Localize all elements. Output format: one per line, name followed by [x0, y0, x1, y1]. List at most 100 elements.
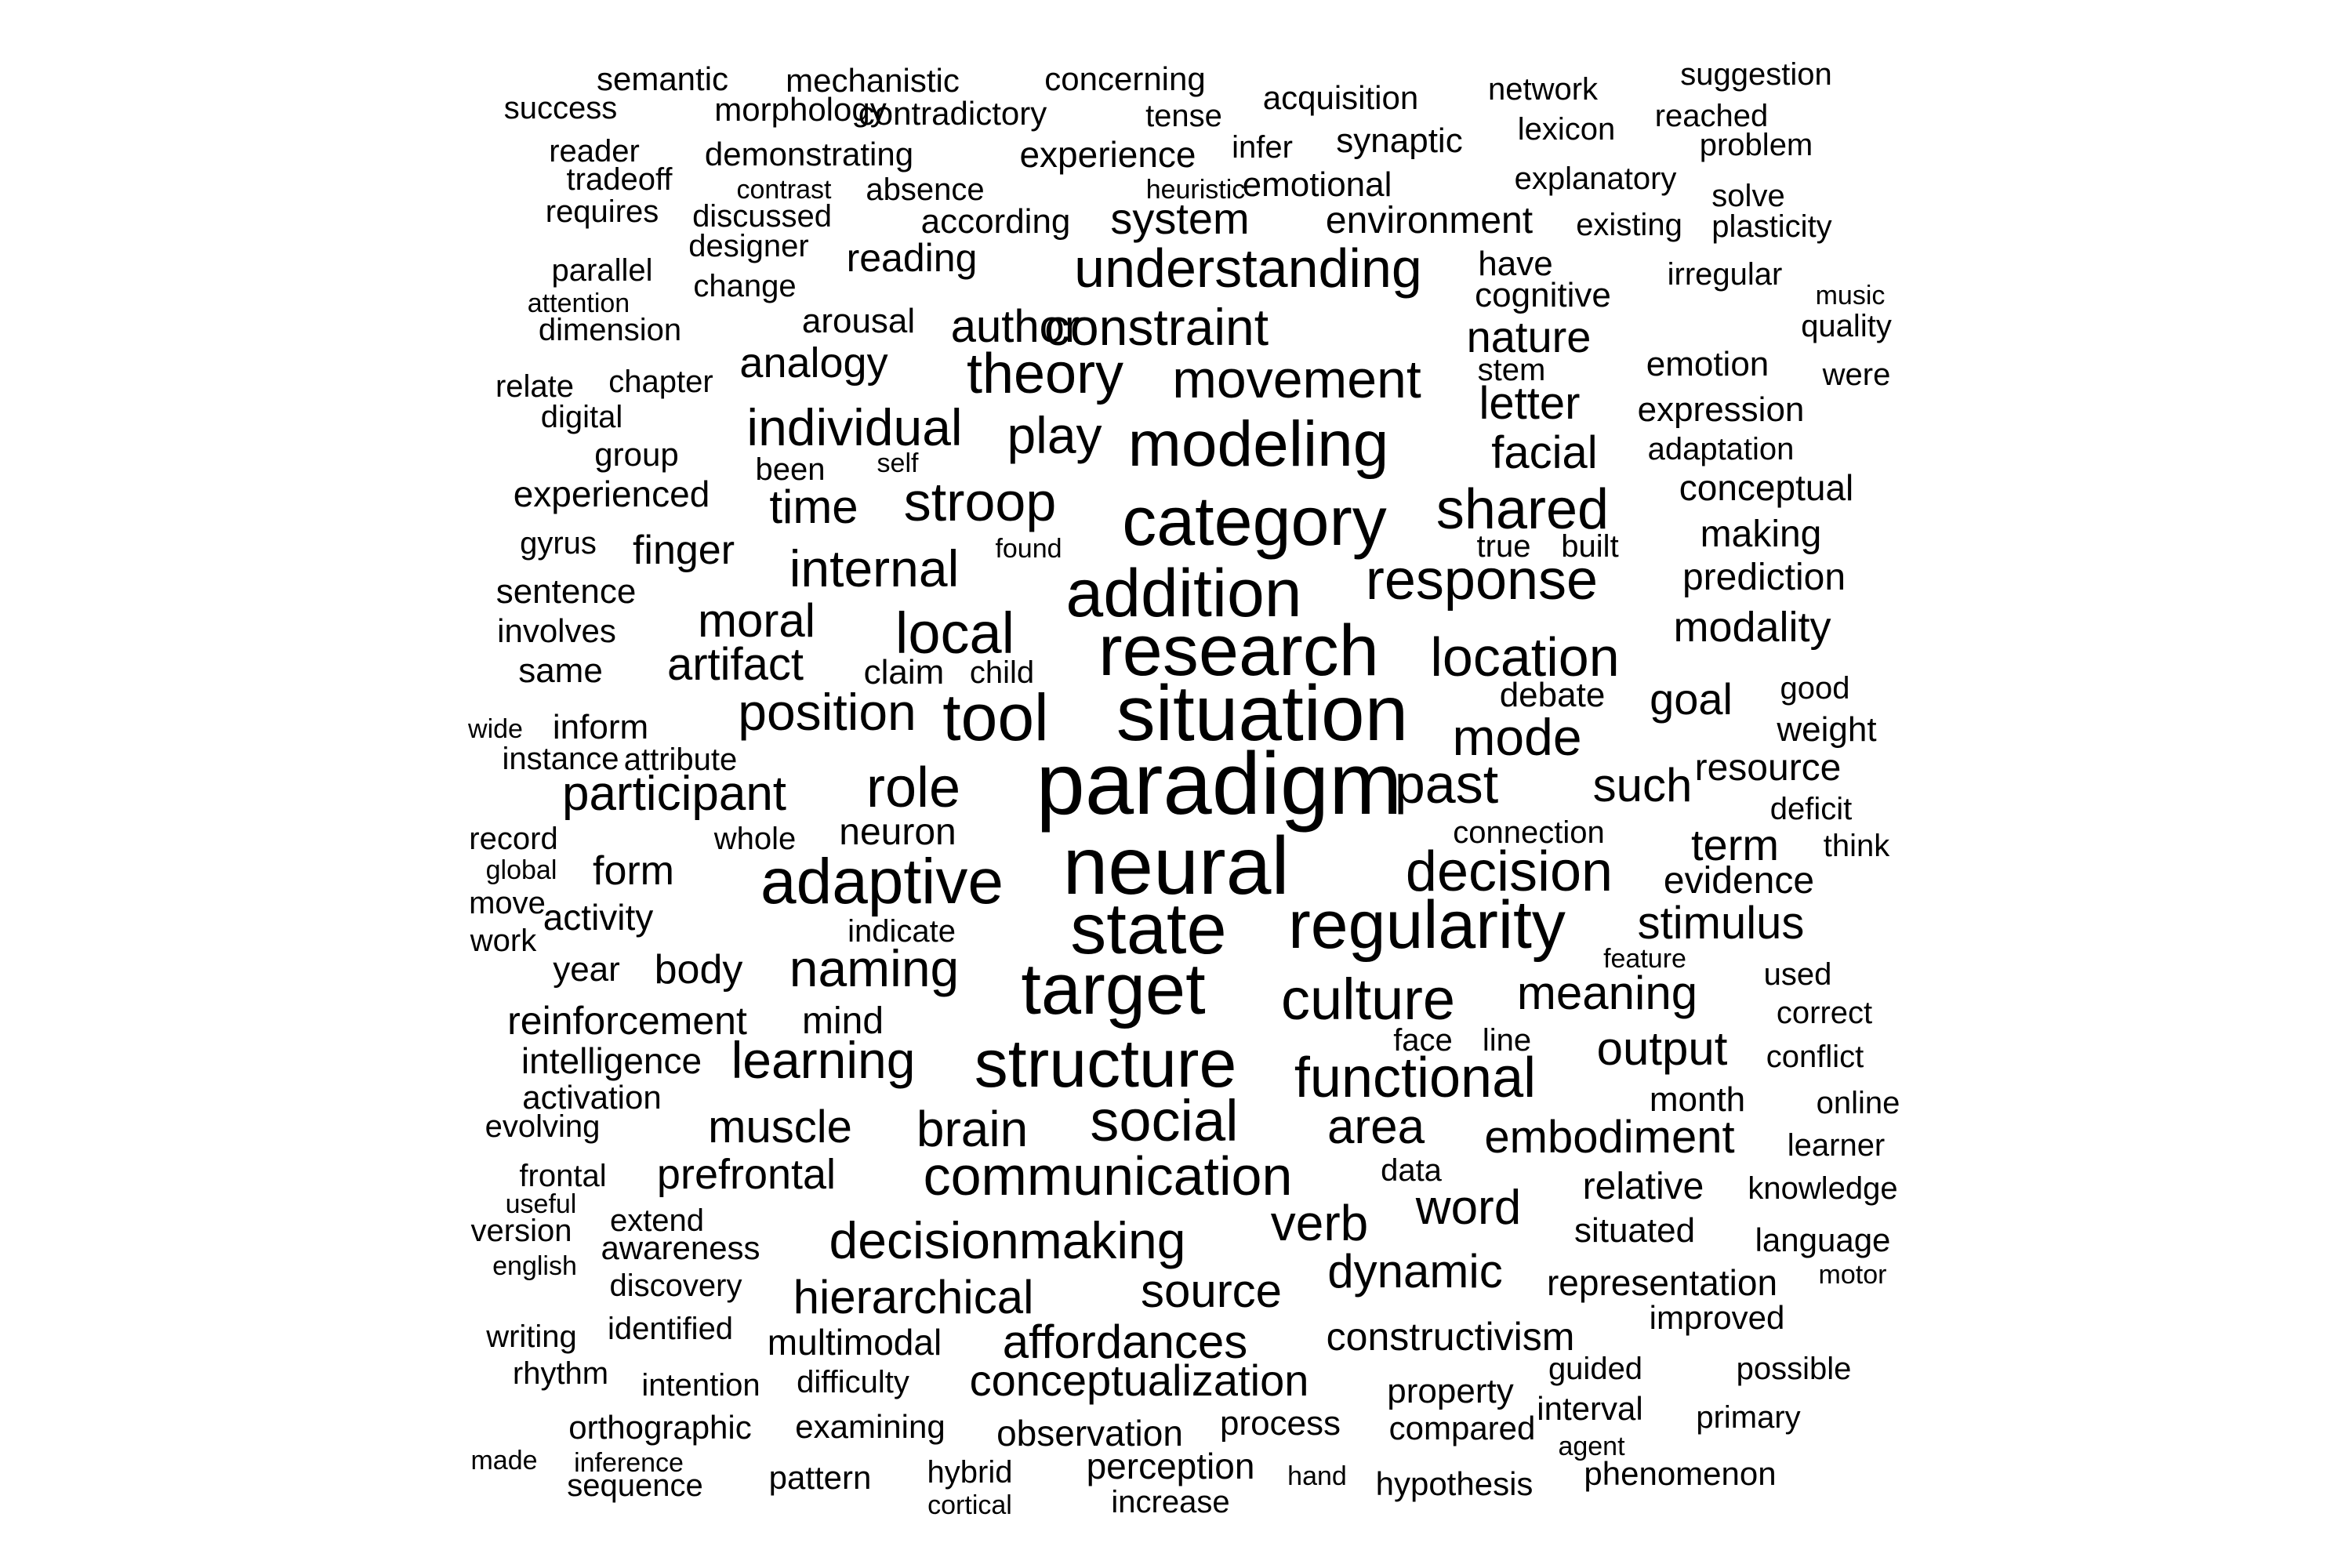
cloud-word-inference: inference [574, 1448, 684, 1478]
cloud-word-mode: mode [1452, 708, 1582, 766]
cloud-word-source: source [1140, 1265, 1283, 1317]
cloud-word-plasticity: plasticity [1711, 209, 1832, 244]
cloud-word-contrast: contrast [736, 175, 832, 205]
cloud-word-writing: writing [486, 1319, 577, 1354]
cloud-word-existing: existing [1576, 208, 1682, 242]
cloud-word-inform: inform [552, 708, 649, 746]
cloud-word-location: location [1430, 626, 1620, 688]
cloud-word-dimension: dimension [538, 313, 682, 347]
cloud-word-play: play [1007, 406, 1102, 464]
cloud-word-synaptic: synaptic [1336, 122, 1463, 160]
cloud-word-addition: addition [1065, 556, 1302, 631]
cloud-word-participant: participant [561, 767, 787, 821]
cloud-word-multimodal: multimodal [767, 1322, 942, 1363]
cloud-word-social: social [1090, 1088, 1239, 1153]
cloud-word-language: language [1755, 1221, 1891, 1258]
cloud-word-think: think [1823, 829, 1890, 863]
cloud-word-finger: finger [632, 528, 735, 573]
cloud-word-orthographic: orthographic [568, 1409, 752, 1446]
cloud-word-observation: observation [996, 1413, 1183, 1454]
cloud-word-made: made [470, 1446, 538, 1475]
cloud-word-prediction: prediction [1682, 557, 1846, 598]
cloud-word-evidence: evidence [1663, 860, 1815, 902]
cloud-word-agent: agent [1558, 1432, 1625, 1461]
cloud-word-form: form [593, 848, 674, 894]
cloud-word-indicate: indicate [848, 914, 956, 949]
cloud-word-network: network [1487, 72, 1599, 107]
cloud-word-communication: communication [923, 1145, 1293, 1207]
cloud-word-relative: relative [1582, 1166, 1704, 1207]
cloud-word-resource: resource [1694, 747, 1842, 789]
cloud-word-moral: moral [697, 594, 816, 647]
cloud-word-intelligence: intelligence [521, 1040, 702, 1081]
cloud-word-semantic: semantic [596, 60, 729, 97]
cloud-word-conflict: conflict [1766, 1040, 1864, 1074]
cloud-word-understanding: understanding [1074, 238, 1422, 299]
cloud-word-contradictory: contradictory [858, 95, 1047, 132]
cloud-word-past: past [1394, 753, 1499, 815]
cloud-word-feature: feature [1603, 944, 1686, 974]
cloud-word-awareness: awareness [601, 1229, 760, 1266]
cloud-word-attribute: attribute [623, 742, 738, 777]
cloud-word-morphology: morphology [714, 91, 887, 128]
cloud-word-culture: culture [1280, 967, 1456, 1032]
cloud-word-paradigm: paradigm [1036, 735, 1403, 833]
cloud-word-affordances: affordances [1002, 1316, 1248, 1368]
cloud-word-according: according [920, 202, 1071, 241]
cloud-word-reading: reading [846, 236, 978, 280]
cloud-word-correct: correct [1776, 996, 1873, 1030]
cloud-word-local: local [895, 601, 1015, 666]
cloud-word-discussed: discussed [692, 199, 832, 234]
cloud-word-relate: relate [495, 369, 575, 404]
cloud-word-absence: absence [866, 172, 985, 207]
cloud-word-stimulus: stimulus [1637, 898, 1805, 949]
cloud-word-cortical: cortical [927, 1490, 1012, 1520]
cloud-word-work: work [470, 924, 537, 958]
cloud-word-term: term [1691, 820, 1779, 869]
cloud-word-lexicon: lexicon [1517, 112, 1616, 147]
cloud-word-facial: facial [1491, 427, 1598, 478]
cloud-word-word: word [1415, 1181, 1522, 1235]
cloud-word-global: global [485, 855, 557, 885]
cloud-word-requires: requires [545, 194, 659, 229]
cloud-word-individual: individual [746, 398, 963, 456]
cloud-word-property: property [1387, 1372, 1514, 1410]
cloud-word-guided: guided [1548, 1352, 1643, 1386]
cloud-word-possible: possible [1736, 1352, 1852, 1386]
cloud-word-stroop: stroop [903, 471, 1057, 532]
cloud-word-modality: modality [1673, 604, 1831, 651]
cloud-word-solve: solve [1711, 179, 1785, 213]
cloud-word-constructivism: constructivism [1326, 1315, 1575, 1359]
cloud-word-making: making [1700, 514, 1822, 555]
cloud-word-extend: extend [609, 1203, 705, 1238]
cloud-word-hand: hand [1287, 1461, 1347, 1491]
cloud-word-line: line [1482, 1023, 1532, 1058]
cloud-word-good: good [1780, 671, 1850, 706]
cloud-word-primary: primary [1696, 1400, 1801, 1435]
cloud-word-goal: goal [1650, 674, 1733, 724]
cloud-word-system: system [1110, 194, 1250, 243]
cloud-word-representation: representation [1546, 1262, 1778, 1303]
cloud-word-knowledge: knowledge [1748, 1171, 1898, 1206]
cloud-word-brain: brain [916, 1101, 1029, 1157]
cloud-word-weight: weight [1777, 710, 1877, 749]
cloud-word-version: version [470, 1214, 572, 1248]
cloud-word-frontal: frontal [519, 1159, 607, 1193]
cloud-word-muscle: muscle [708, 1102, 852, 1152]
cloud-word-suggestion: suggestion [1680, 57, 1832, 92]
cloud-word-motor: motor [1818, 1260, 1887, 1290]
cloud-word-designer: designer [688, 229, 809, 263]
cloud-word-difficulty: difficulty [797, 1365, 909, 1399]
cloud-word-movement: movement [1172, 350, 1421, 409]
cloud-word-group: group [594, 436, 679, 473]
cloud-word-record: record [469, 822, 558, 856]
cloud-word-irregular: irregular [1667, 257, 1783, 292]
cloud-word-were: were [1822, 358, 1891, 392]
cloud-word-hypothesis: hypothesis [1375, 1465, 1534, 1502]
cloud-word-parallel: parallel [551, 253, 653, 288]
cloud-word-activation: activation [522, 1079, 662, 1116]
cloud-word-infer: infer [1232, 130, 1293, 165]
cloud-word-output: output [1596, 1022, 1728, 1075]
cloud-word-research: research [1098, 611, 1379, 691]
